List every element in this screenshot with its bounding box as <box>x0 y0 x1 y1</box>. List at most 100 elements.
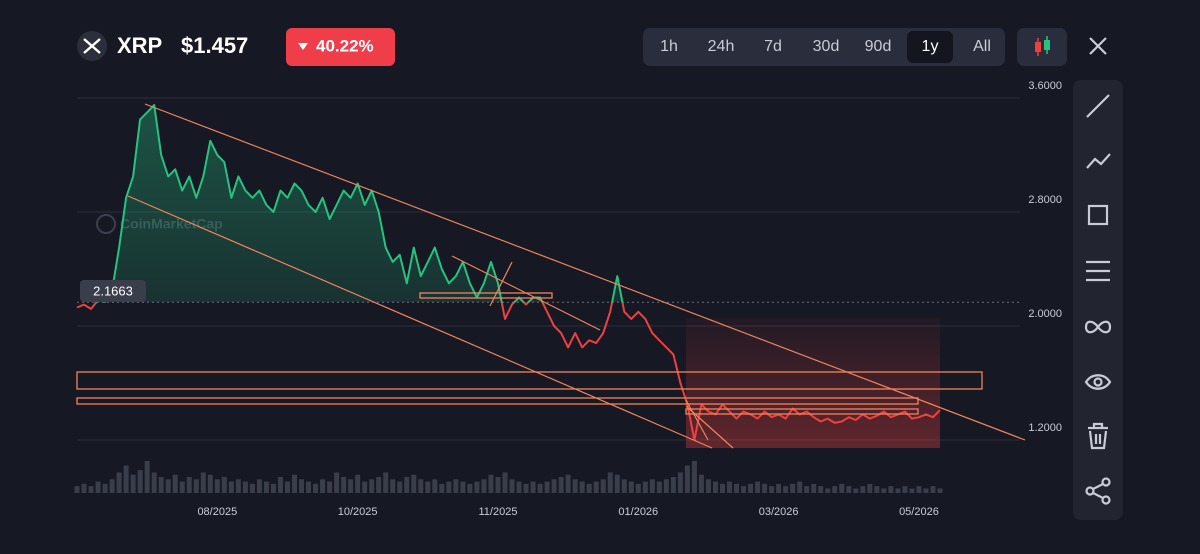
volume-bar <box>621 479 627 493</box>
volume-bar <box>776 483 782 493</box>
volume-bar <box>123 465 129 493</box>
chart-type-button[interactable] <box>1017 28 1067 66</box>
volume-bar <box>607 472 613 493</box>
timeframes: 1h 24h 7d 30d 90d 1y All <box>660 31 991 63</box>
volume-bar <box>677 472 683 493</box>
baseline-label-box <box>80 280 146 302</box>
timeframe-button[interactable]: 1h <box>660 38 678 55</box>
zone-box <box>419 292 553 299</box>
volume-bar <box>614 474 620 493</box>
line-tool[interactable] <box>1086 94 1110 118</box>
visibility-tool[interactable] <box>1084 374 1112 390</box>
coin-icon-glyph <box>83 38 101 54</box>
volume-bar <box>537 483 543 493</box>
trend-line <box>144 103 1026 441</box>
volume-bar <box>719 483 725 493</box>
timeframe-button[interactable]: 24h <box>708 38 735 55</box>
volume-bar <box>474 481 480 493</box>
trend-line <box>127 195 713 449</box>
volume-bar <box>460 481 466 493</box>
timeframe-button[interactable]: 30d <box>813 38 840 55</box>
timeframe-button[interactable]: 90d <box>865 38 892 55</box>
volume-bar <box>432 479 438 493</box>
volume-bar <box>81 483 87 493</box>
volume-bar <box>881 488 887 493</box>
volume-bar <box>256 479 262 493</box>
volume-bar <box>755 481 761 493</box>
volume-bar <box>299 479 305 493</box>
volume-bar <box>937 488 943 493</box>
volume-bar <box>207 474 213 493</box>
volume-bar <box>586 483 592 493</box>
timeframe-button[interactable]: All <box>973 38 991 55</box>
volume-bar <box>544 481 550 493</box>
share-tool[interactable] <box>1101 477 1111 487</box>
fib-tool[interactable] <box>1086 260 1110 282</box>
volume-bar <box>804 486 810 493</box>
volume-bar <box>502 472 508 493</box>
volume-bar <box>663 479 669 493</box>
volume-bar <box>930 486 936 493</box>
zone-box <box>76 371 983 390</box>
volume-bar <box>320 479 326 493</box>
volume-bar <box>277 477 283 493</box>
timeframe-button[interactable]: 1y <box>922 38 939 55</box>
volume-bar <box>130 474 136 493</box>
volume-bar <box>334 472 340 493</box>
volume-bar <box>158 477 164 493</box>
delete-tool[interactable] <box>1088 422 1108 450</box>
volume-bar <box>453 479 459 493</box>
x-tick-label: 01/2026 <box>618 506 658 518</box>
price: $1.457 <box>181 33 248 58</box>
volume-bar <box>179 481 185 493</box>
volume-bar <box>214 479 220 493</box>
y-tick-label: 2.8000 <box>1028 194 1062 206</box>
rectangle-tool[interactable] <box>1087 204 1109 226</box>
volume-bar <box>376 477 382 493</box>
volume-bar <box>832 486 838 493</box>
volume-bar <box>579 481 585 493</box>
change-badge <box>286 28 395 66</box>
volume-bar <box>263 481 269 493</box>
volume-bar <box>797 481 803 493</box>
volume-bar <box>172 474 178 493</box>
volume-bar <box>874 486 880 493</box>
share-tool <box>1085 486 1095 496</box>
volume-bar <box>327 481 333 493</box>
volume-bar <box>811 483 817 493</box>
volume-bar <box>558 477 564 493</box>
volume-bar <box>446 481 452 493</box>
x-tick-label: 08/2025 <box>197 506 237 518</box>
volume-bar <box>593 481 599 493</box>
volume-bar <box>551 479 557 493</box>
timeframe-active <box>907 31 953 63</box>
volume-bar <box>425 481 431 493</box>
volume-bar <box>481 479 487 493</box>
volume-bar <box>762 483 768 493</box>
candle-icon <box>1044 40 1050 50</box>
y-tick-label: 2.0000 <box>1028 308 1062 320</box>
zone-box <box>685 408 919 415</box>
toolbar <box>1073 80 1123 520</box>
volume-bar <box>221 477 227 493</box>
share-tool <box>1101 495 1111 505</box>
volume-bar <box>144 461 150 493</box>
price-area <box>77 105 940 303</box>
volume-bar <box>902 486 908 493</box>
toolbar-panel <box>1073 80 1123 520</box>
volume-bar <box>292 474 298 493</box>
timeframe-button[interactable]: 7d <box>764 38 782 55</box>
volume-bar <box>853 488 859 493</box>
close-button[interactable] <box>1089 37 1107 55</box>
volume-bar <box>649 479 655 493</box>
pattern-tool[interactable] <box>1084 320 1112 334</box>
volume-bar <box>74 486 80 493</box>
volume-bar <box>383 472 389 493</box>
zone-shade <box>686 318 940 448</box>
volume-bar <box>783 486 789 493</box>
polyline-tool[interactable] <box>1086 153 1111 169</box>
volume-bar <box>888 486 894 493</box>
y-tick-label: 3.6000 <box>1028 80 1062 92</box>
volume-bar <box>741 486 747 493</box>
